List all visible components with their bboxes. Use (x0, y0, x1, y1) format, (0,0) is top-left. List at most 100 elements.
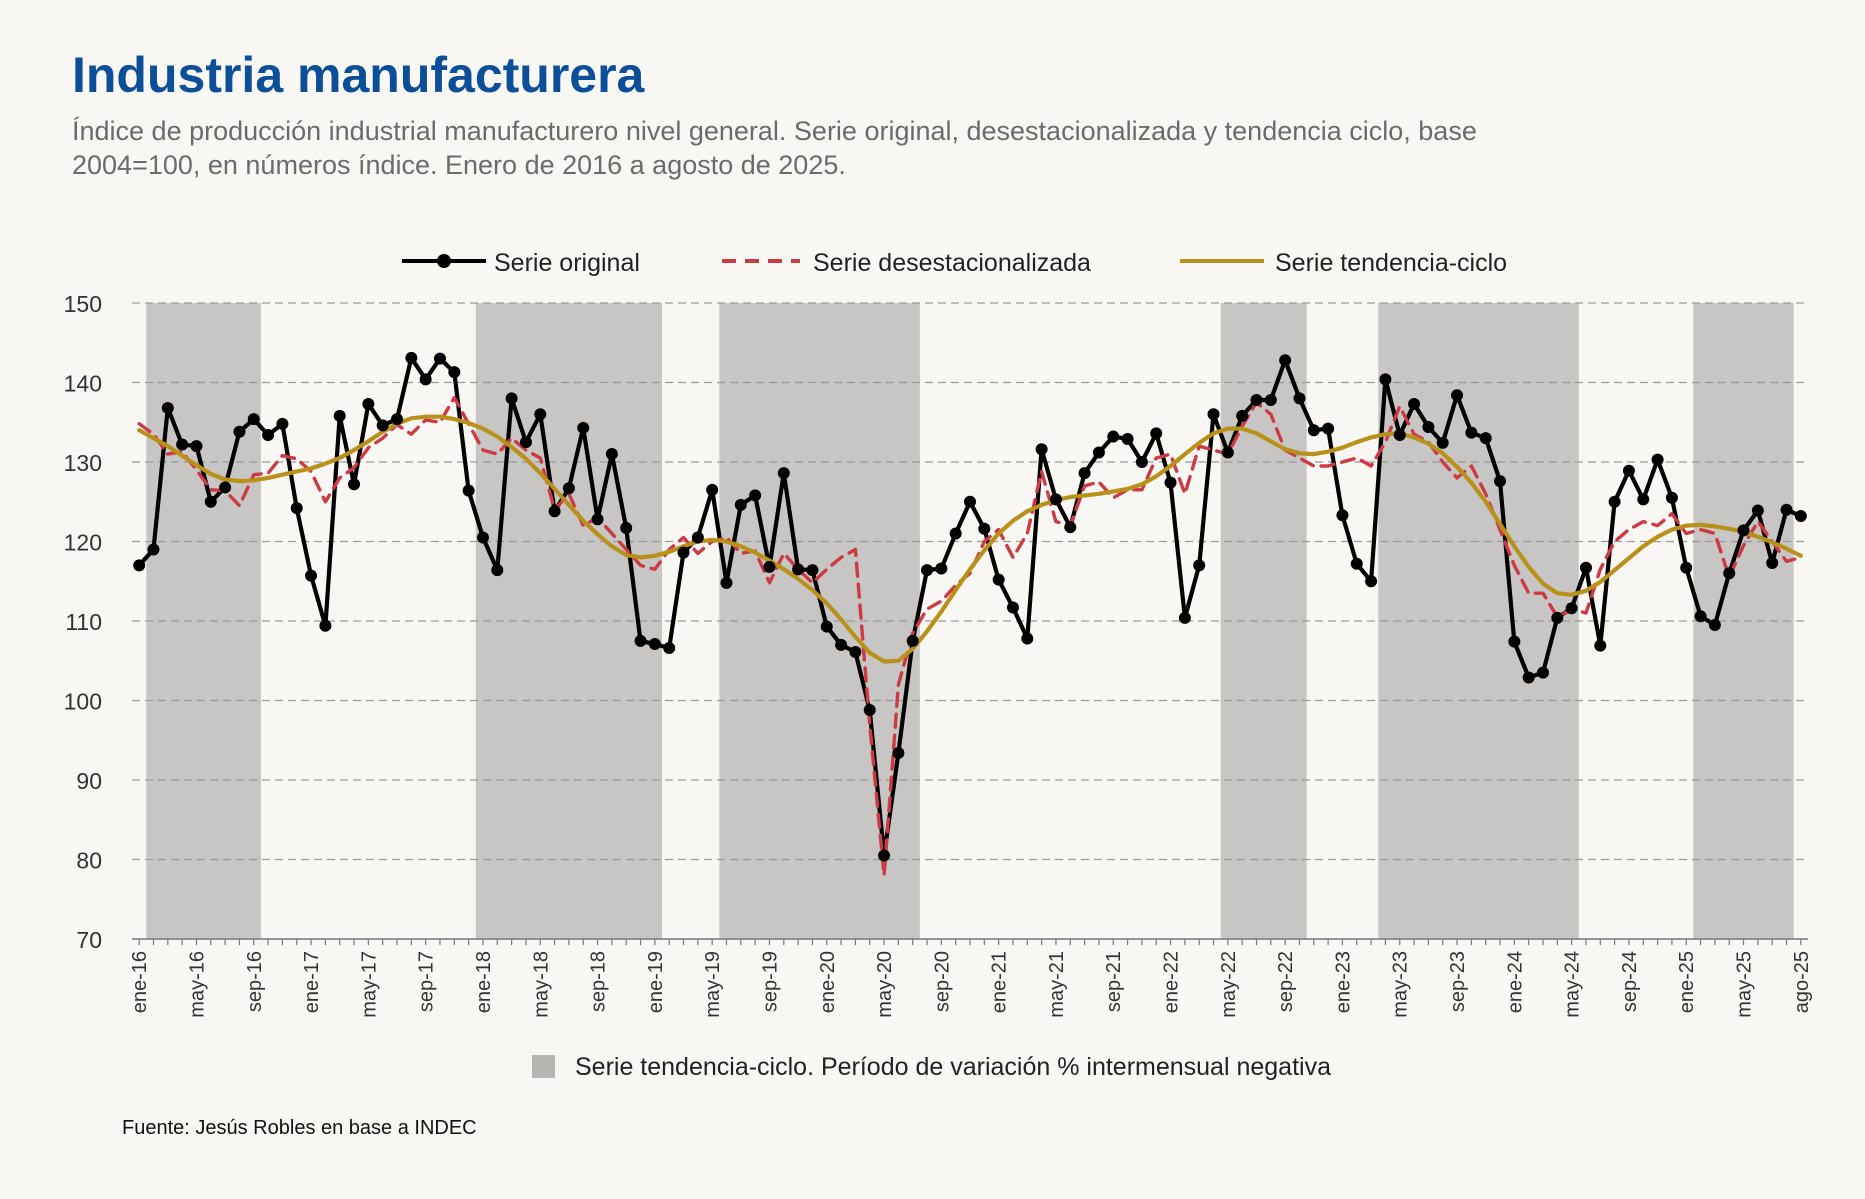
original-point (147, 543, 160, 556)
original-point (1436, 436, 1449, 449)
original-point (906, 634, 919, 647)
original-point (1622, 464, 1635, 477)
chart-title: Industria manufacturera (72, 47, 645, 103)
original-point (992, 573, 1005, 586)
original-point (892, 746, 905, 759)
x-tick-label: may-25 (1734, 951, 1756, 1018)
original-point (1465, 426, 1478, 439)
original-point (1336, 509, 1349, 522)
original-point (362, 397, 375, 410)
original-point (448, 366, 461, 379)
original-point (319, 619, 332, 632)
original-point (1150, 427, 1163, 440)
x-tick-label: sep-24 (1619, 951, 1641, 1012)
original-point (1680, 561, 1693, 574)
y-tick-label: 70 (76, 927, 102, 953)
original-point (792, 563, 805, 576)
original-point (1035, 443, 1048, 456)
y-tick-label: 100 (64, 689, 102, 715)
original-point (1451, 389, 1464, 402)
original-point (1637, 493, 1650, 506)
y-tick-label: 130 (64, 450, 102, 476)
original-point (1322, 422, 1335, 435)
original-point (1379, 373, 1392, 386)
original-point (749, 489, 762, 502)
original-point (1107, 430, 1120, 443)
x-tick-label: may-20 (874, 951, 896, 1018)
original-point (691, 531, 704, 544)
original-point (964, 495, 976, 508)
x-tick-label: ago-25 (1791, 951, 1813, 1013)
x-tick-label: sep-20 (931, 951, 953, 1012)
original-point (1264, 393, 1277, 406)
original-point (1207, 408, 1220, 421)
series-markers (133, 351, 1807, 862)
original-point (290, 502, 303, 515)
series-tendencia-line (137, 414, 1803, 664)
x-tick-label: ene-20 (817, 951, 839, 1013)
original-point (849, 646, 862, 659)
x-tick-label: sep-17 (416, 951, 438, 1012)
x-tick-label: ene-25 (1676, 951, 1698, 1013)
original-point (1021, 632, 1034, 645)
original-point (1737, 524, 1750, 537)
original-point (534, 408, 547, 421)
original-point (204, 495, 217, 508)
original-point (835, 638, 848, 651)
original-point (1092, 446, 1105, 459)
original-point (219, 481, 232, 494)
original-point (176, 438, 189, 451)
original-point (720, 576, 733, 589)
legend-original-marker (437, 254, 451, 268)
shade-legend: Serie tendencia-ciclo. Período de variac… (532, 1053, 1331, 1081)
original-point (1780, 503, 1793, 516)
original-point (548, 505, 561, 518)
x-tick-label: may-23 (1390, 951, 1412, 1018)
x-tick-label: may-17 (358, 951, 380, 1018)
x-tick-label: ene-24 (1504, 951, 1526, 1013)
original-point (605, 448, 618, 461)
original-point (1422, 421, 1435, 434)
original-point (1751, 504, 1764, 517)
original-point (1164, 476, 1177, 489)
original-point (1049, 493, 1062, 506)
original-point (1794, 510, 1807, 523)
original-point (620, 521, 633, 534)
y-tick-label: 140 (64, 371, 102, 397)
x-tick-label: ene-18 (473, 951, 495, 1013)
original-point (648, 638, 661, 651)
x-tick-label: sep-22 (1275, 951, 1297, 1012)
series-desestacionalizada-line (137, 395, 1803, 878)
original-point (1565, 602, 1578, 615)
original-point (1135, 456, 1148, 468)
original-point (949, 527, 962, 540)
original-point (1221, 446, 1234, 459)
y-tick-label: 90 (76, 768, 102, 794)
original-point (1579, 561, 1592, 574)
original-point (190, 440, 203, 453)
x-axis: ene-16 may-16 sep-16 ene-17 may-17 sep-17 ene-… (129, 938, 1813, 1018)
original-point (1064, 521, 1077, 534)
x-tick-label: ene-23 (1332, 951, 1354, 1013)
x-tick-label: ene-16 (129, 951, 151, 1013)
original-point (577, 421, 590, 434)
legend-desest-label: Serie desestacionalizada (813, 249, 1091, 277)
x-tick-label: sep-23 (1447, 951, 1469, 1012)
x-tick-label: may-18 (530, 951, 552, 1018)
original-point (734, 498, 747, 511)
original-point (505, 392, 518, 405)
original-point (935, 562, 948, 575)
original-point (519, 436, 532, 449)
legend: Serie original Serie desestacionalizada … (402, 249, 1507, 277)
original-point (491, 564, 504, 577)
y-tick-label: 80 (76, 848, 102, 874)
x-tick-label: sep-19 (759, 951, 781, 1012)
original-point (1078, 467, 1091, 480)
shade-legend-label: Serie tendencia-ciclo. Período de variac… (575, 1053, 1331, 1081)
original-point (806, 564, 819, 577)
y-tick-label: 150 (64, 291, 102, 317)
original-point (634, 634, 647, 647)
x-tick-label: sep-21 (1103, 951, 1125, 1012)
x-tick-label: may-22 (1218, 951, 1240, 1018)
